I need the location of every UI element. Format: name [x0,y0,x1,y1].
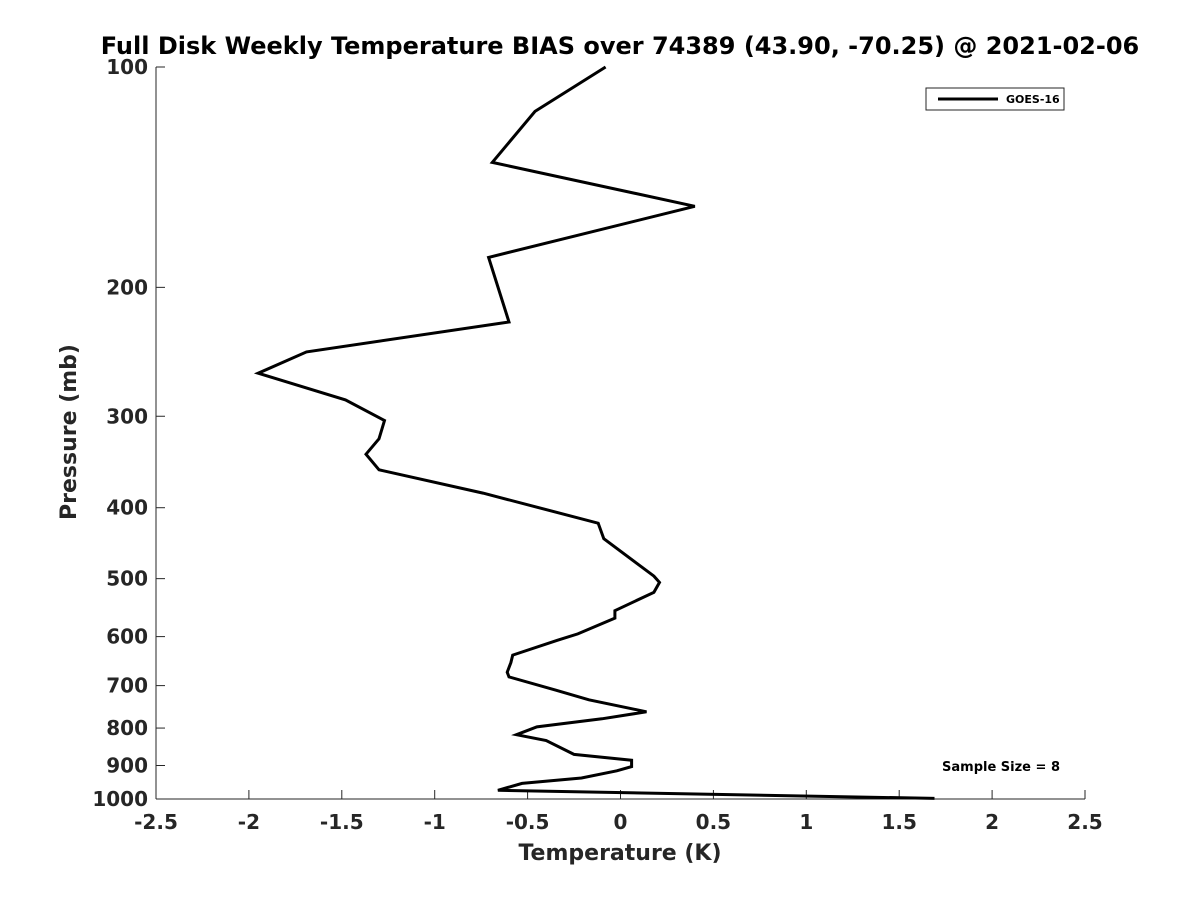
x-tick-label: 0 [614,810,628,834]
x-tick-label: -2 [238,810,260,834]
x-tick-label: 2.5 [1067,810,1102,834]
x-tick-label: -0.5 [506,810,550,834]
y-tick-label: 100 [106,55,148,79]
y-tick-label: 900 [106,754,148,778]
chart-title: Full Disk Weekly Temperature BIAS over 7… [101,32,1140,60]
y-tick-label: 600 [106,625,148,649]
x-ticks: -2.5 -2 -1.5 -1 -0.5 0 0.5 1 1.5 2 2.5 [134,790,1103,834]
legend-entry: GOES-16 [1006,93,1060,106]
legend: GOES-16 [925,87,1065,111]
x-axis-label: Temperature (K) [518,841,721,866]
y-tick-label: 800 [106,716,148,740]
y-tick-label: 400 [106,496,148,520]
x-tick-label: 0.5 [696,810,731,834]
x-tick-label: 2 [985,810,999,834]
y-tick-label: 700 [106,674,148,698]
x-tick-label: 1.5 [881,810,916,834]
y-ticks: 100 200 300 400 500 600 700 800 900 1000 [92,55,165,811]
x-tick-label: -1.5 [320,810,364,834]
y-tick-label: 300 [106,404,148,428]
x-tick-label: 1 [799,810,813,834]
plot-area: -2.5 -2 -1.5 -1 -0.5 0 0.5 1 1.5 2 2.5 100 200 300 40… [92,55,1102,834]
sample-size-annotation: Sample Size = 8 [942,760,1060,775]
y-tick-label: 1000 [92,787,148,811]
y-axis-label: Pressure (mb) [57,344,82,520]
y-tick-label: 200 [106,275,148,299]
y-tick-label: 500 [106,567,148,591]
x-tick-label: -2.5 [134,810,178,834]
x-tick-label: -1 [424,810,446,834]
series-line-goes16 [253,65,935,800]
